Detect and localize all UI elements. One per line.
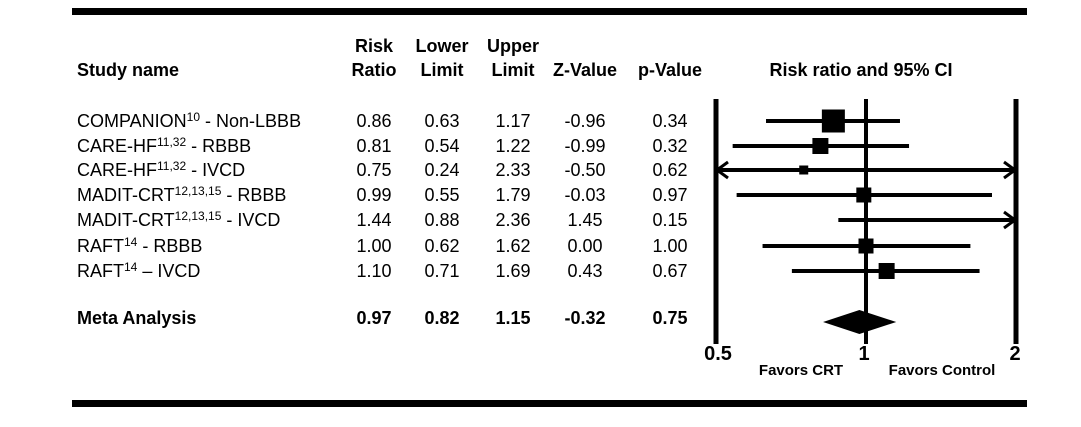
study-name-cell: MADIT-CRT12,13,15 - IVCD: [77, 209, 357, 231]
study-name-cell: RAFT14 – IVCD: [77, 260, 357, 282]
study-name: MADIT-CRT: [77, 185, 175, 205]
x-tick-1: 1: [858, 343, 870, 365]
lower-limit-cell: 0.62: [424, 236, 460, 256]
meta-z-value-cell: -0.32: [564, 308, 606, 328]
p-value-cell: 0.34: [652, 111, 688, 131]
clip-arrow-right: [1003, 160, 1018, 180]
meta-analysis-label: Meta Analysis: [77, 308, 197, 328]
lower-limit-cell: 0.71: [424, 261, 460, 281]
col-header-upper-line2: Limit: [491, 60, 535, 80]
risk-ratio-cell: 0.81: [356, 136, 392, 156]
estimate-square: [858, 238, 874, 254]
favors-control-label: Favors Control: [888, 362, 996, 379]
p-value-cell: 0.62: [652, 160, 688, 180]
study-reference-superscript: 11,32: [157, 159, 187, 173]
col-header-study: Study name: [77, 60, 180, 80]
x-tick-0-5: 0.5: [704, 343, 732, 365]
meta-risk-ratio-cell: 0.97: [356, 308, 392, 328]
col-header-risk-line2: Ratio: [351, 60, 397, 80]
study-subgroup: - IVCD: [221, 210, 281, 230]
col-header-lower-line1: Lower: [415, 36, 469, 56]
clip-arrow-right: [1003, 210, 1018, 230]
z-value-cell: -0.50: [564, 160, 606, 180]
meta-lower-limit-cell: 0.82: [424, 308, 460, 328]
study-name-cell: MADIT-CRT12,13,15 - RBBB: [77, 184, 357, 206]
study-name-cell: COMPANION10 - Non-LBBB: [77, 110, 357, 132]
top-rule: [72, 8, 1027, 15]
col-header-upper-line1: Upper: [486, 36, 539, 56]
p-value-cell: 0.15: [652, 210, 688, 230]
study-reference-superscript: 12,13,15: [174, 184, 222, 198]
study-reference-superscript: 11,32: [157, 135, 187, 149]
col-header-z-value: Z-Value: [552, 60, 618, 80]
risk-ratio-cell: 1.44: [356, 210, 392, 230]
study-name-cell: CARE-HF11,32 - IVCD: [77, 159, 357, 181]
lower-limit-cell: 0.54: [424, 136, 460, 156]
clip-arrow-left: [714, 160, 729, 180]
lower-limit-cell: 0.24: [424, 160, 460, 180]
col-header-risk-line1: Risk: [354, 36, 394, 56]
study-name: MADIT-CRT: [77, 210, 175, 230]
lower-limit-cell: 0.55: [424, 185, 460, 205]
upper-limit-cell: 1.62: [495, 236, 531, 256]
estimate-square: [878, 263, 895, 279]
study-reference-superscript: 12,13,15: [174, 209, 222, 223]
p-value-cell: 0.97: [652, 185, 688, 205]
z-value-cell: 1.45: [567, 210, 603, 230]
bottom-rule: [72, 400, 1027, 407]
study-name: CARE-HF: [77, 160, 157, 180]
estimate-square: [799, 165, 809, 175]
estimate-square: [812, 138, 829, 154]
z-value-cell: 0.00: [567, 236, 603, 256]
meta-upper-limit-cell: 1.15: [495, 308, 531, 328]
study-reference-superscript: 10: [186, 110, 201, 124]
study-subgroup: - RBBB: [137, 236, 203, 256]
study-name-cell: RAFT14 - RBBB: [77, 235, 357, 257]
study-name: COMPANION: [77, 111, 187, 131]
study-reference-superscript: 14: [124, 235, 138, 249]
risk-ratio-cell: 0.75: [356, 160, 392, 180]
study-name: RAFT: [77, 261, 124, 281]
study-subgroup: – IVCD: [137, 261, 201, 281]
estimate-square: [821, 109, 845, 133]
estimate-square: [856, 187, 872, 203]
upper-limit-cell: 2.36: [495, 210, 531, 230]
risk-ratio-cell: 0.99: [356, 185, 392, 205]
col-header-lower-line2: Limit: [420, 60, 464, 80]
lower-limit-cell: 0.88: [424, 210, 460, 230]
meta-p-value-cell: 0.75: [652, 308, 688, 328]
study-name-cell: CARE-HF11,32 - RBBB: [77, 135, 357, 157]
favors-crt-label: Favors CRT: [758, 362, 844, 379]
study-reference-superscript: 14: [124, 260, 138, 274]
x-tick-2: 2: [1009, 343, 1021, 365]
summary-diamond: [823, 310, 897, 334]
p-value-cell: 0.67: [652, 261, 688, 281]
upper-limit-cell: 1.69: [495, 261, 531, 281]
p-value-cell: 1.00: [652, 236, 688, 256]
study-subgroup: - Non-LBBB: [200, 111, 302, 131]
lower-limit-cell: 0.63: [424, 111, 460, 131]
risk-ratio-cell: 1.00: [356, 236, 392, 256]
upper-limit-cell: 1.17: [495, 111, 531, 131]
study-subgroup: - RBBB: [186, 136, 252, 156]
col-header-p-value: p-Value: [637, 60, 703, 80]
z-value-cell: -0.99: [564, 136, 606, 156]
study-subgroup: - IVCD: [186, 160, 246, 180]
study-subgroup: - RBBB: [221, 185, 287, 205]
upper-limit-cell: 2.33: [495, 160, 531, 180]
study-name: CARE-HF: [77, 136, 157, 156]
p-value-cell: 0.32: [652, 136, 688, 156]
risk-ratio-cell: 0.86: [356, 111, 392, 131]
risk-ratio-cell: 1.10: [356, 261, 392, 281]
plot-title: Risk ratio and 95% CI: [769, 60, 953, 80]
upper-limit-cell: 1.79: [495, 185, 531, 205]
study-name: RAFT: [77, 236, 124, 256]
z-value-cell: -0.03: [564, 185, 606, 205]
z-value-cell: 0.43: [567, 261, 603, 281]
z-value-cell: -0.96: [564, 111, 606, 131]
upper-limit-cell: 1.22: [495, 136, 531, 156]
